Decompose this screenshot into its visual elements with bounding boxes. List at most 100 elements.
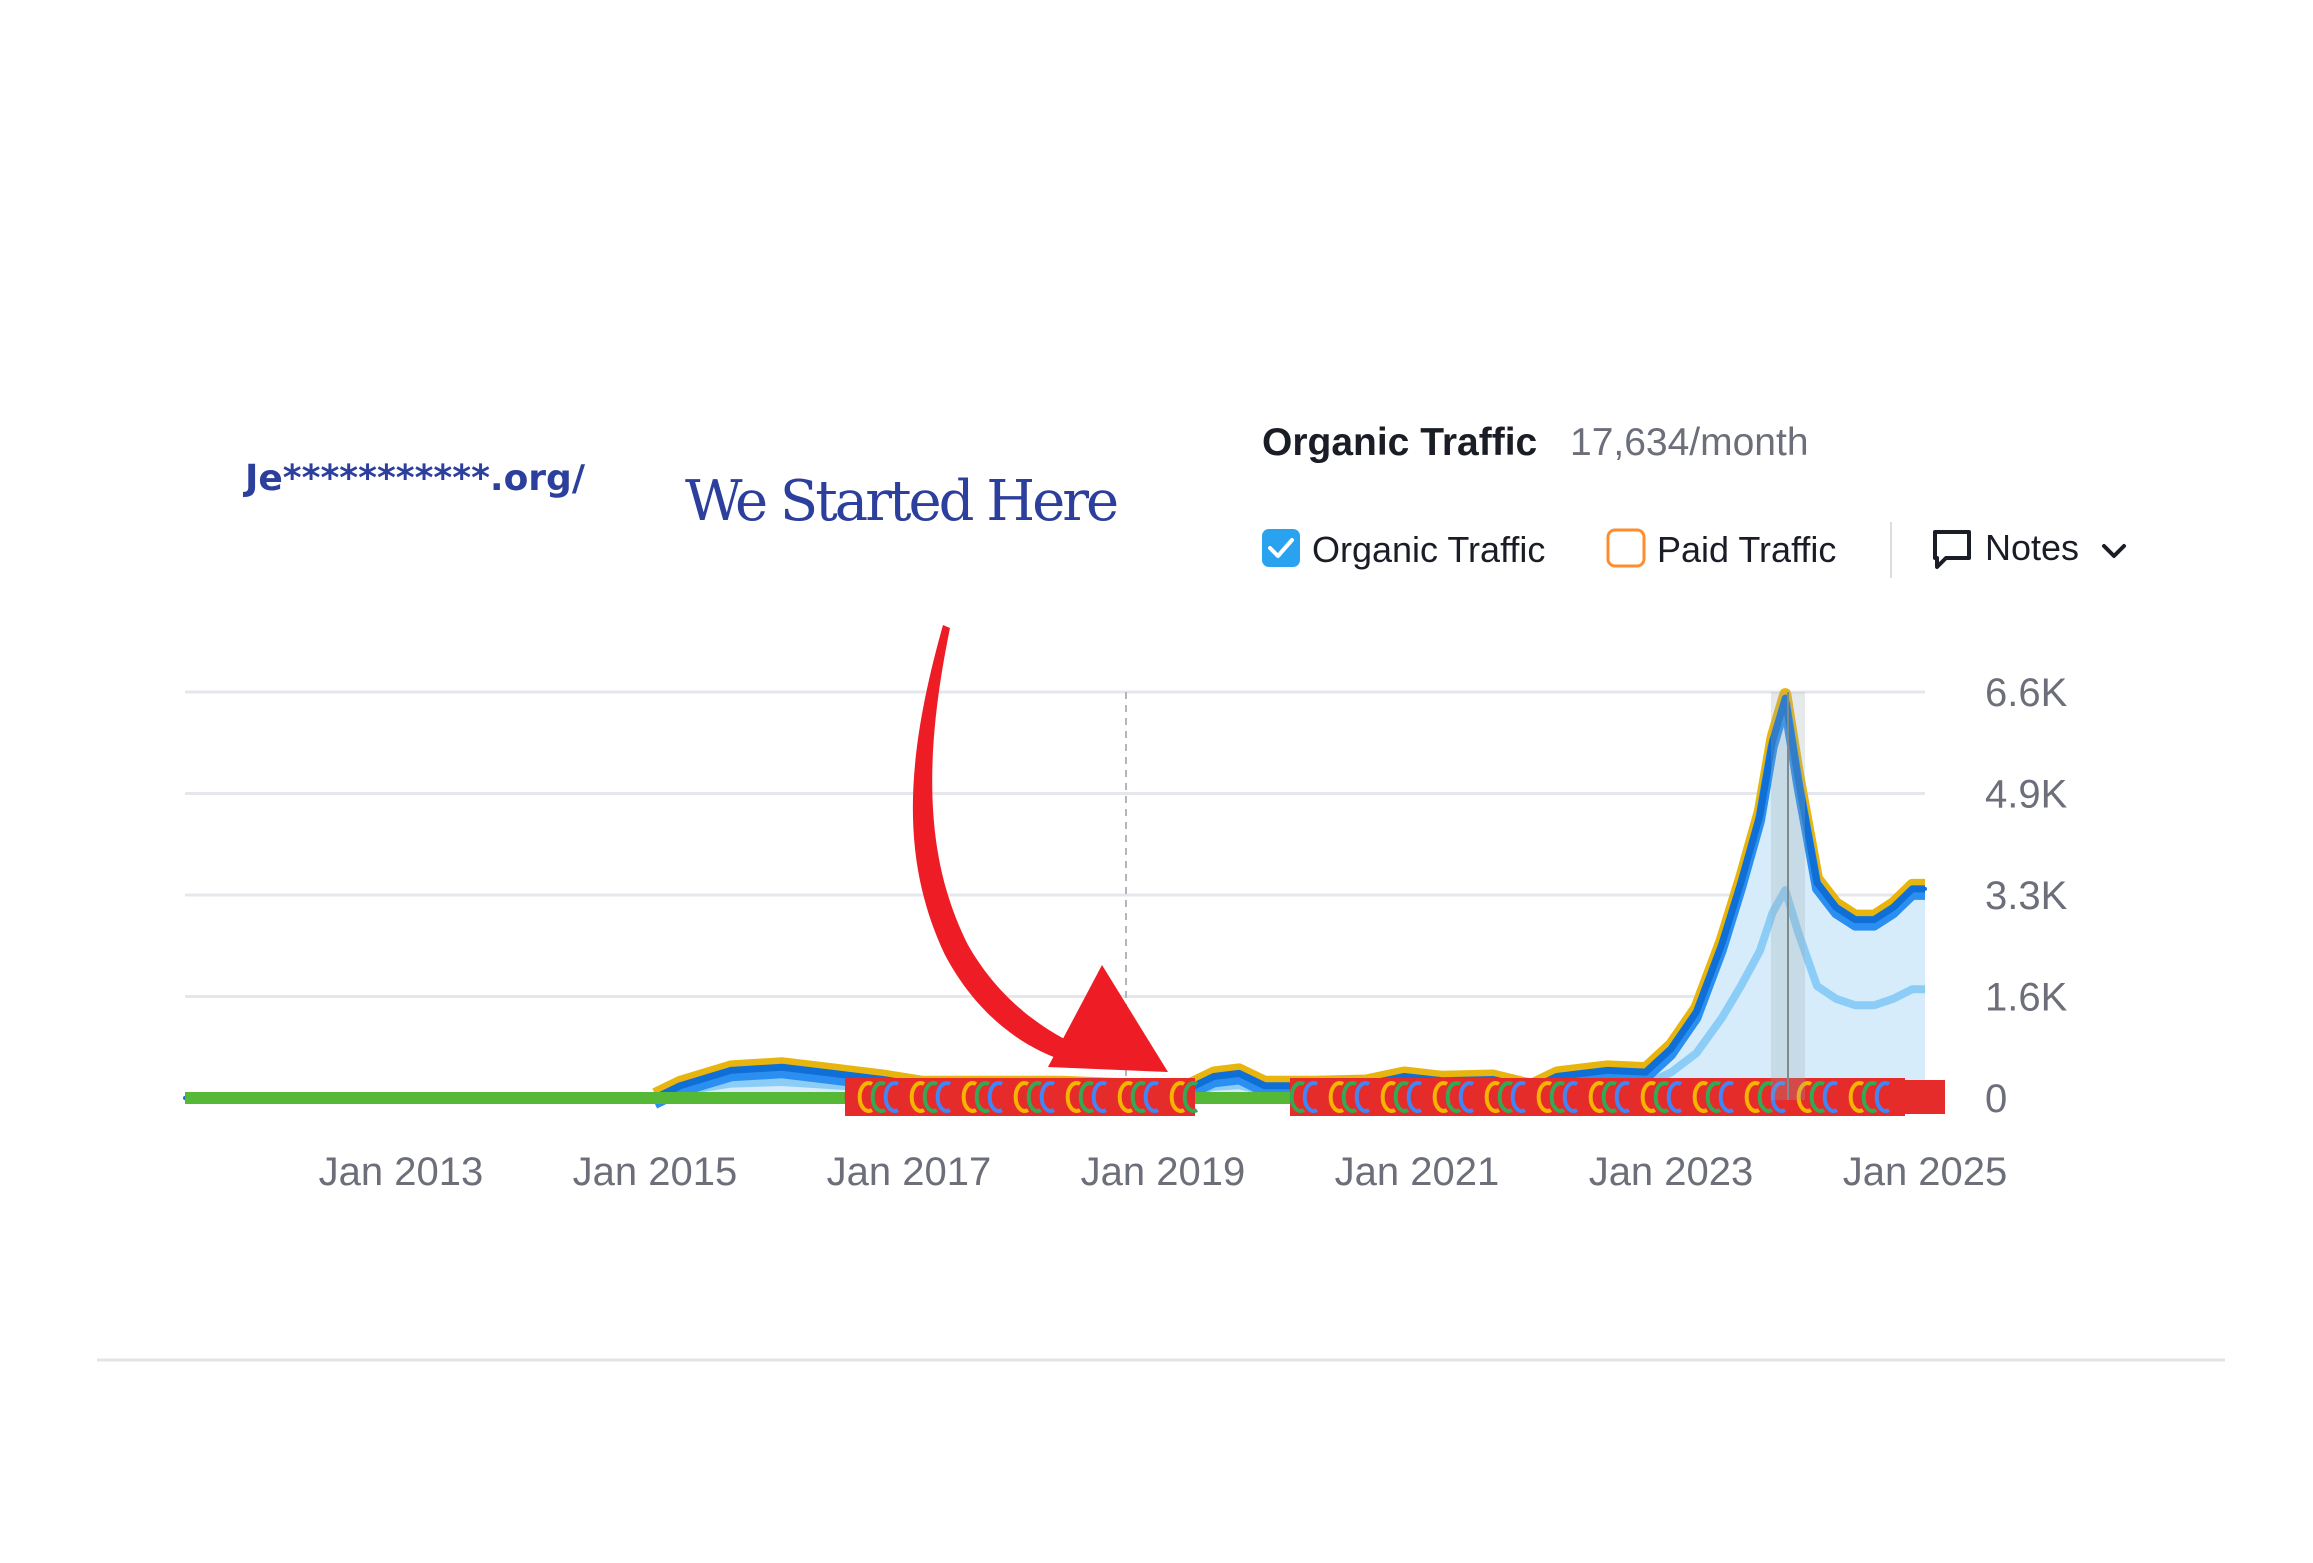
google-update-marker (1302, 1081, 1319, 1113)
google-update-marker (1887, 1081, 1904, 1113)
organic-point (1643, 1070, 1648, 1075)
organic-point (1262, 1083, 1267, 1088)
google-update-marker (1484, 1081, 1501, 1113)
google-update-marker (1367, 1081, 1384, 1113)
organic-point (1872, 917, 1877, 922)
google-update-marker (1666, 1081, 1683, 1113)
organic-point (1211, 1074, 1216, 1079)
google-update-marker (1757, 1081, 1774, 1113)
google-update-marker (1536, 1081, 1553, 1113)
google-update-marker (1182, 1081, 1199, 1113)
google-update-marker (1770, 1081, 1787, 1113)
google-update-marker (1458, 1081, 1475, 1113)
organic-point (1853, 917, 1858, 922)
google-update-marker (1039, 1081, 1056, 1113)
legend-organic-label: Organic Traffic (1312, 529, 1545, 570)
organic-point (1891, 905, 1896, 910)
organic-checkbox[interactable] (1262, 529, 1300, 567)
google-update-marker (1497, 1081, 1514, 1113)
google-update-marker (1143, 1081, 1160, 1113)
chart-title: Organic Traffic (1262, 421, 1537, 464)
x-tick-label: Jan 2013 (319, 1150, 484, 1194)
google-update-marker (1065, 1081, 1082, 1113)
google-update-marker (1315, 1081, 1332, 1113)
organic-point (1402, 1074, 1407, 1079)
google-update-marker (1588, 1081, 1605, 1113)
legend-paid-label: Paid Traffic (1657, 529, 1836, 570)
x-tick-label: Jan 2023 (1589, 1150, 1754, 1194)
google-update-marker (1471, 1081, 1488, 1113)
organic-point (1719, 942, 1724, 947)
legend-paid-toggle[interactable]: Paid Traffic (1606, 528, 1836, 570)
google-update-marker (1156, 1081, 1173, 1113)
google-update-marker (1679, 1081, 1696, 1113)
organic-point (1738, 880, 1743, 885)
organic-point (1834, 905, 1839, 910)
google-update-marker (1796, 1081, 1813, 1113)
x-tick-label: Jan 2017 (827, 1150, 992, 1194)
google-update-marker (1744, 1081, 1761, 1113)
annotation-text: We Started Here (685, 469, 1117, 534)
google-update-marker (961, 1081, 978, 1113)
organic-point (1694, 1009, 1699, 1014)
google-update-marker (1078, 1081, 1095, 1113)
organic-point (1668, 1046, 1673, 1051)
organic-point (678, 1083, 683, 1088)
x-tick-label: Jan 2019 (1081, 1150, 1246, 1194)
y-tick-label: 6.6K (1985, 671, 2068, 715)
google-update-marker (1627, 1081, 1644, 1113)
google-update-marker (1380, 1081, 1397, 1113)
paid-checkbox[interactable] (1606, 528, 1646, 568)
google-update-marker (1052, 1081, 1069, 1113)
update-strip-end (1905, 1080, 1945, 1114)
y-tick-label: 0 (1985, 1077, 2007, 1121)
chevron-down-icon (2102, 544, 2126, 558)
google-update-marker (1341, 1081, 1358, 1113)
google-update-marker (987, 1081, 1004, 1113)
organic-point (729, 1068, 734, 1073)
google-update-marker (909, 1081, 926, 1113)
domain-label: Je***********.org/ (242, 458, 586, 499)
organic-point (1923, 886, 1927, 891)
google-update-markers (844, 1078, 1945, 1116)
y-tick-label: 3.3K (1985, 874, 2068, 918)
organic-point (1815, 880, 1820, 885)
google-update-marker (1692, 1081, 1709, 1113)
google-update-marker (1523, 1081, 1540, 1113)
google-update-marker (1130, 1081, 1147, 1113)
google-update-marker (1835, 1081, 1852, 1113)
google-update-marker (857, 1081, 874, 1113)
google-update-marker (1117, 1081, 1134, 1113)
organic-point (1237, 1071, 1242, 1076)
google-update-marker (1432, 1081, 1449, 1113)
chart-title-value: 17,634/month (1570, 421, 1809, 464)
organic-area (654, 698, 1925, 1098)
google-update-marker (1874, 1081, 1891, 1113)
google-update-marker (1848, 1081, 1865, 1113)
grid-lines (185, 690, 1925, 998)
legend-organic-toggle[interactable]: Organic Traffic (1262, 529, 1545, 570)
y-tick-label: 4.9K (1985, 773, 2068, 817)
google-update-marker (1614, 1081, 1631, 1113)
google-update-marker (1289, 1081, 1306, 1113)
google-update-marker (1000, 1081, 1017, 1113)
google-update-marker (1104, 1081, 1121, 1113)
organic-point (1554, 1074, 1559, 1079)
google-update-marker (1406, 1081, 1423, 1113)
organic-point (1910, 886, 1915, 891)
google-update-marker (1731, 1081, 1748, 1113)
google-update-marker (1809, 1081, 1826, 1113)
comment-icon (1933, 530, 1971, 569)
x-tick-label: Jan 2021 (1335, 1150, 1500, 1194)
notes-button[interactable]: Notes (1933, 527, 2126, 569)
red-arrow-head (1048, 965, 1168, 1072)
organic-point (1757, 813, 1762, 818)
google-update-marker (974, 1081, 991, 1113)
google-update-marker (1419, 1081, 1436, 1113)
google-update-marker (1861, 1081, 1878, 1113)
google-update-marker (1601, 1081, 1618, 1113)
google-update-marker (935, 1081, 952, 1113)
google-update-marker (1562, 1081, 1579, 1113)
organic-point (1770, 739, 1775, 744)
